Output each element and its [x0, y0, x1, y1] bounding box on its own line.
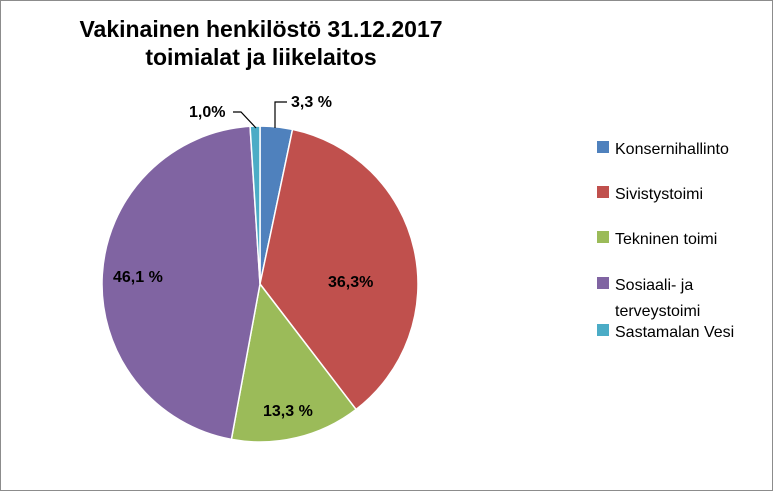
- legend-swatch: [597, 141, 609, 153]
- legend-label: Konsernihallinto: [615, 141, 729, 158]
- legend-label: Sivistystoimi: [615, 186, 704, 203]
- chart-title: Vakinainen henkilöstö 31.12.2017 toimial…: [61, 15, 461, 71]
- chart-title-line-2: toimialat ja liikelaitos: [145, 44, 377, 70]
- pie-slice-sosiaali-ja-terveystoimi: [101, 125, 261, 441]
- data-label-sastamalan-vesi: 1,0%: [189, 104, 225, 121]
- legend-label: Sastamalan Vesi: [615, 324, 735, 341]
- legend-label: Tekninen toimi: [615, 231, 718, 248]
- data-label-sivistystoimi: 36,3%: [328, 274, 373, 291]
- pie-slice-sivistystoimi: [259, 128, 419, 411]
- data-labels: 3,3 % 36,3% 13,3 % 46,1 % 1,0%: [113, 94, 373, 420]
- data-label-sosiaali-ja-terveystoimi: 46,1 %: [113, 269, 163, 286]
- leader-line-sastamalan-vesi: [233, 111, 257, 129]
- label-leader-lines: [233, 101, 287, 129]
- legend-swatch: [597, 231, 609, 243]
- legend-swatch: [597, 186, 609, 198]
- pie-slices: [101, 125, 419, 443]
- legend-swatch: [597, 277, 609, 289]
- chart-title-line-1: Vakinainen henkilöstö 31.12.2017: [79, 16, 443, 42]
- data-label-tekninen-toimi: 13,3 %: [263, 403, 313, 420]
- legend-swatch: [597, 324, 609, 336]
- data-label-konsernihallinto: 3,3 %: [291, 94, 332, 111]
- pie-slice-sastamalan-vesi: [249, 125, 261, 285]
- pie-slice-tekninen-toimi: [230, 282, 358, 443]
- legend-label: Sosiaali- ja terveystoimi: [615, 277, 701, 320]
- leader-line-konsernihallinto: [274, 101, 287, 128]
